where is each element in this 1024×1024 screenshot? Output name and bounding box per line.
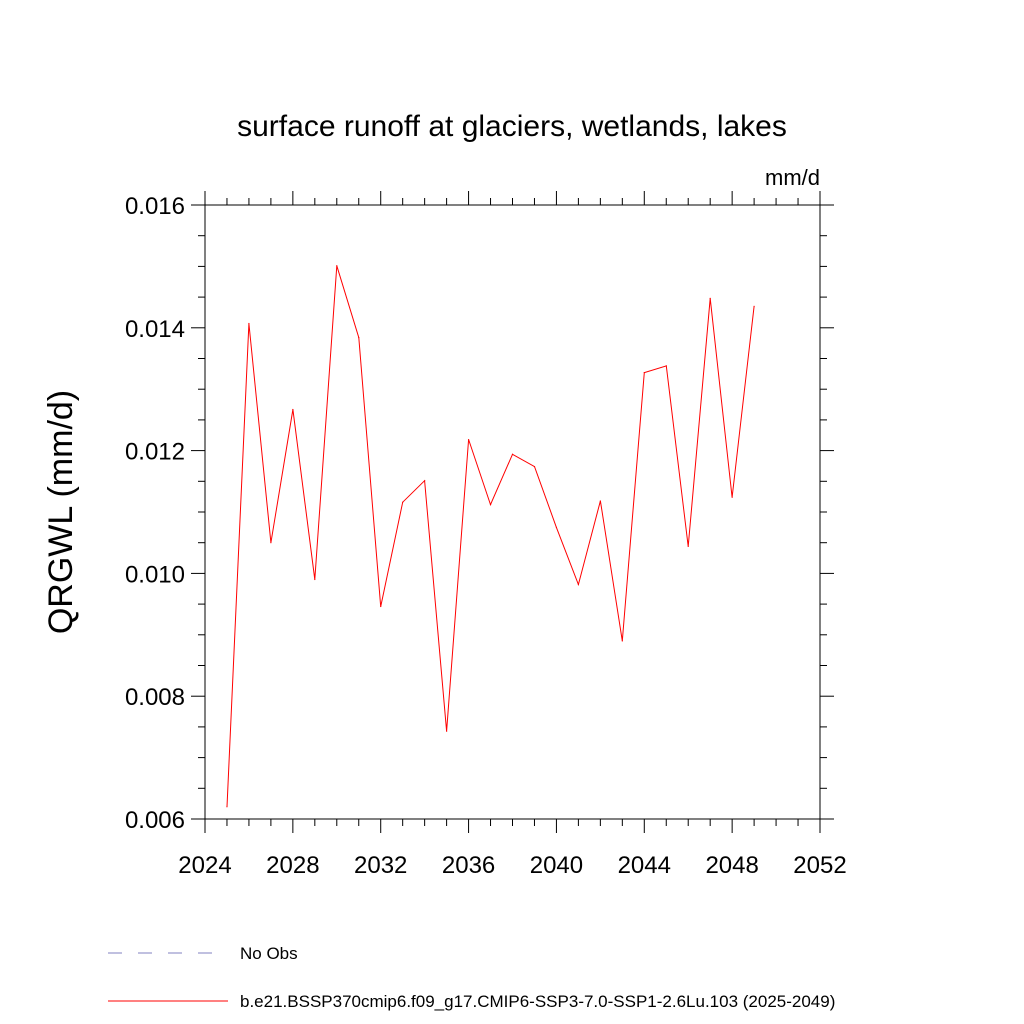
data-point <box>292 408 294 411</box>
y-tick-label: 0.016 <box>125 193 185 220</box>
legend-label-series: b.e21.BSSP370cmip6.f09_g17.CMIP6-SSP3-7.… <box>240 992 835 1011</box>
y-tick-label: 0.014 <box>125 316 185 343</box>
data-point <box>248 322 250 325</box>
y-tick-label: 0.010 <box>125 561 185 588</box>
chart-title: surface runoff at glaciers, wetlands, la… <box>237 110 787 143</box>
x-tick-label: 2048 <box>705 852 758 879</box>
axis-tick-labels: 2024 2028 2032 2036 2040 2044 2048 2052 0.006 0.0… <box>125 193 847 879</box>
series-line-0 <box>226 265 755 807</box>
data-point <box>687 545 689 547</box>
data-point <box>467 438 470 441</box>
series-group <box>226 265 755 808</box>
y-axis-label: QRGWL (mm/d) <box>42 390 80 634</box>
data-point <box>555 526 558 528</box>
data-point <box>665 365 667 367</box>
data-point <box>402 501 404 503</box>
data-point <box>577 583 579 586</box>
data-point <box>621 640 623 642</box>
plot-frame <box>204 204 821 820</box>
x-tick-label: 2024 <box>178 852 231 879</box>
x-tick-label: 2032 <box>354 852 407 879</box>
data-point <box>511 453 514 455</box>
legend: No Obs b.e21.BSSP370cmip6.f09_g17.CMIP6-… <box>108 944 835 1011</box>
data-point <box>314 578 316 581</box>
data-point <box>753 305 755 307</box>
data-point <box>424 480 426 482</box>
x-tick-label: 2044 <box>618 852 671 879</box>
data-point <box>643 372 645 374</box>
data-point <box>358 337 360 339</box>
data-point <box>270 542 272 544</box>
data-point <box>226 806 228 808</box>
x-tick-label: 2052 <box>793 852 846 879</box>
legend-label-no-obs: No Obs <box>240 944 298 963</box>
data-point <box>709 297 711 299</box>
y-tick-label: 0.006 <box>125 807 185 834</box>
data-point <box>533 465 536 468</box>
data-point <box>599 500 601 502</box>
data-point <box>380 605 382 608</box>
y-tick-label: 0.008 <box>125 684 185 711</box>
x-tick-label: 2028 <box>266 852 319 879</box>
data-point <box>731 496 733 498</box>
y-tick-label: 0.012 <box>125 439 185 466</box>
data-point <box>489 504 492 506</box>
axis-ticks <box>191 191 834 833</box>
units-label: mm/d <box>765 165 820 190</box>
x-tick-label: 2036 <box>442 852 495 879</box>
data-point <box>336 265 338 267</box>
x-tick-label: 2040 <box>530 852 583 879</box>
data-point <box>446 730 448 732</box>
